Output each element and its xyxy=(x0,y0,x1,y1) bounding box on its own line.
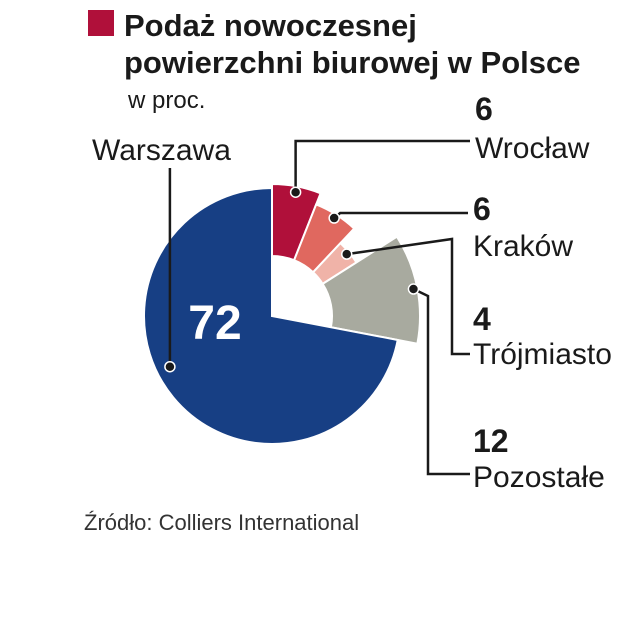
label-name-pozostale: Pozostałe xyxy=(473,461,605,494)
title-marker xyxy=(88,10,114,36)
label-name-warszawa: Warszawa xyxy=(92,134,231,167)
chart-title-line-2: powierzchni biurowej w Polsce xyxy=(124,45,580,80)
label-name-wroclaw: Wrocław xyxy=(475,132,590,165)
leader-dot-warszawa xyxy=(164,360,176,373)
leader-line-krakow xyxy=(333,211,468,220)
label-value-wroclaw: 6 xyxy=(475,91,493,127)
label-value-pozostale: 12 xyxy=(473,423,509,459)
slice-wroclaw xyxy=(271,182,322,262)
label-name-krakow: Kraków xyxy=(473,230,573,263)
leader-line-trojmiasto xyxy=(346,237,470,356)
leader-dot-trojmiasto xyxy=(340,248,353,260)
label-value-warszawa: 72 xyxy=(188,297,241,350)
leader-lines xyxy=(164,139,470,476)
label-value-trojmiasto: 4 xyxy=(473,301,491,337)
chart-subtitle: w proc. xyxy=(127,87,205,114)
label-value-krakow: 6 xyxy=(473,191,491,227)
leader-dot-pozostale xyxy=(407,283,420,295)
label-name-trojmiasto: Trójmiasto xyxy=(473,338,612,371)
source-note: Źródło: Colliers International xyxy=(84,510,359,535)
leader-dot-wroclaw xyxy=(289,186,302,198)
leader-line-wroclaw xyxy=(294,139,470,193)
leader-dot-krakow xyxy=(328,212,340,224)
leader-line-pozostale xyxy=(412,287,470,476)
pie-slices xyxy=(143,182,421,445)
slice-warszawa xyxy=(143,186,399,445)
slice-pozostale xyxy=(321,235,421,345)
chart-title-line-1: Podaż nowoczesnej xyxy=(124,8,417,43)
